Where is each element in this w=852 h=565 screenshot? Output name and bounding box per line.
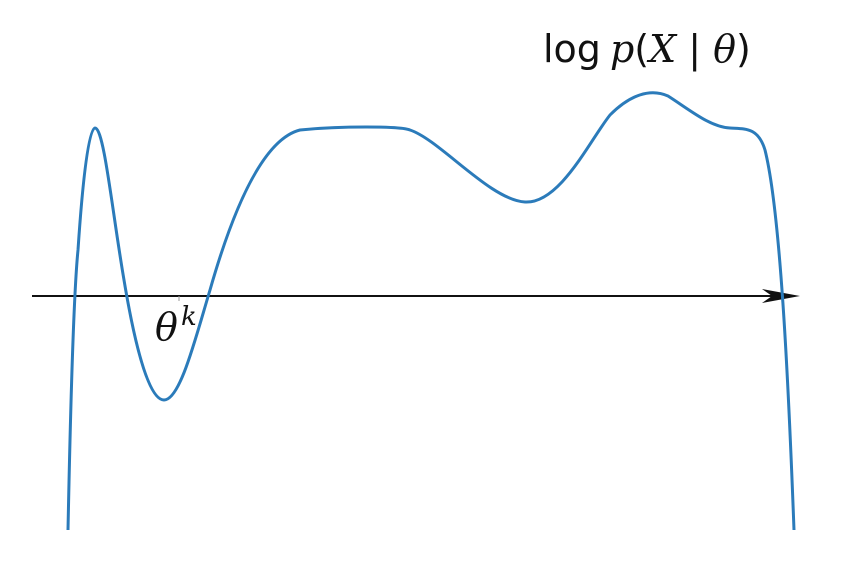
theta-k-superscript: k <box>181 302 197 332</box>
x-text: X <box>646 27 678 71</box>
theta-k-base: θ <box>155 305 178 349</box>
open-paren-text: ( <box>634 27 649 71</box>
theta-k-label: θ <box>155 305 178 349</box>
close-paren-text: ) <box>736 27 751 71</box>
given-bar-text: | <box>676 27 713 72</box>
log-text: log <box>543 27 601 71</box>
function-label: log p(X | θ) <box>543 27 751 72</box>
p-text: p <box>610 27 634 71</box>
theta-text: θ <box>713 27 736 71</box>
log-likelihood-curve <box>66 91 796 531</box>
